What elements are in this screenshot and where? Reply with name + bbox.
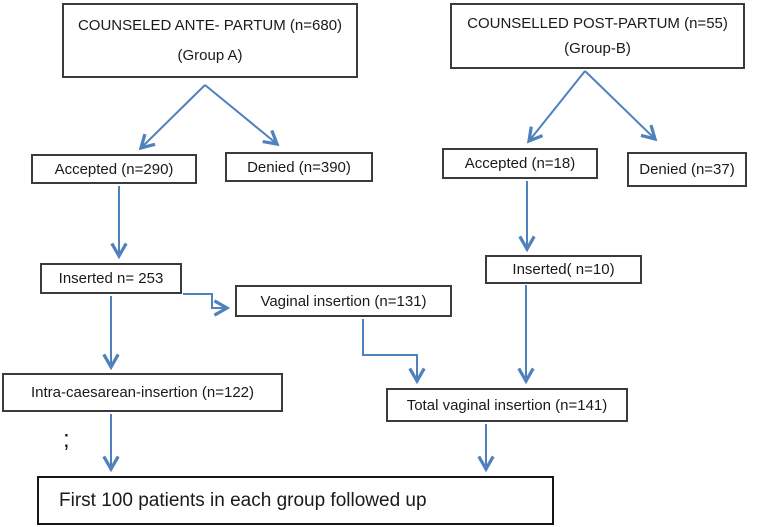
stray-semicolon-text: ; bbox=[63, 426, 70, 453]
arrow-inserted-a-to-vaginal bbox=[183, 293, 231, 317]
node-inserted-group-b: Inserted( n=10) bbox=[485, 255, 642, 284]
arrow-groupa-to-denied-a bbox=[204, 84, 280, 147]
node-denied-group-a: Denied (n=390) bbox=[225, 152, 373, 182]
node-followup: First 100 patients in each group followe… bbox=[37, 476, 554, 525]
node-denied-group-a-label: Denied (n=390) bbox=[247, 158, 351, 176]
node-denied-group-b-label: Denied (n=37) bbox=[639, 161, 735, 178]
node-inserted-group-a: Inserted n= 253 bbox=[40, 263, 182, 294]
arrow-groupb-to-denied-b bbox=[584, 70, 658, 142]
arrow-groupb-to-accepted-b bbox=[526, 70, 586, 144]
node-vaginal-insertion-label: Vaginal insertion (n=131) bbox=[260, 292, 427, 310]
node-total-vaginal-insertion: Total vaginal insertion (n=141) bbox=[386, 388, 628, 422]
node-vaginal-insertion: Vaginal insertion (n=131) bbox=[235, 285, 452, 317]
node-denied-group-b: Denied (n=37) bbox=[627, 152, 747, 187]
arrow-vaginal-to-total bbox=[362, 319, 426, 385]
node-counselled-postpartum-title: COUNSELLED POST-PARTUM (n=55) bbox=[467, 15, 728, 32]
node-accepted-group-a-label: Accepted (n=290) bbox=[54, 160, 174, 178]
arrow-groupa-to-accepted-a bbox=[138, 84, 206, 151]
node-accepted-group-b-label: Accepted (n=18) bbox=[464, 155, 576, 172]
node-inserted-group-a-label: Inserted n= 253 bbox=[58, 270, 164, 287]
node-followup-label: First 100 patients in each group followe… bbox=[59, 489, 427, 511]
node-total-vaginal-insertion-label: Total vaginal insertion (n=141) bbox=[406, 396, 608, 414]
node-accepted-group-a: Accepted (n=290) bbox=[31, 154, 197, 184]
node-counseled-antepartum-group: (Group A) bbox=[177, 46, 243, 64]
node-counselled-postpartum: COUNSELLED POST-PARTUM (n=55) (Group-B) bbox=[450, 3, 745, 69]
node-counseled-antepartum: COUNSELED ANTE- PARTUM (n=680) (Group A) bbox=[62, 3, 358, 78]
node-counseled-antepartum-title: COUNSELED ANTE- PARTUM (n=680) bbox=[77, 17, 343, 35]
node-counselled-postpartum-group: (Group-B) bbox=[564, 40, 631, 57]
node-intra-caesarean-insertion-label: Intra-caesarean-insertion (n=122) bbox=[30, 384, 255, 401]
node-intra-caesarean-insertion: Intra-caesarean-insertion (n=122) bbox=[2, 373, 283, 412]
node-accepted-group-b: Accepted (n=18) bbox=[442, 148, 598, 179]
node-inserted-group-b-label: Inserted( n=10) bbox=[512, 261, 615, 278]
